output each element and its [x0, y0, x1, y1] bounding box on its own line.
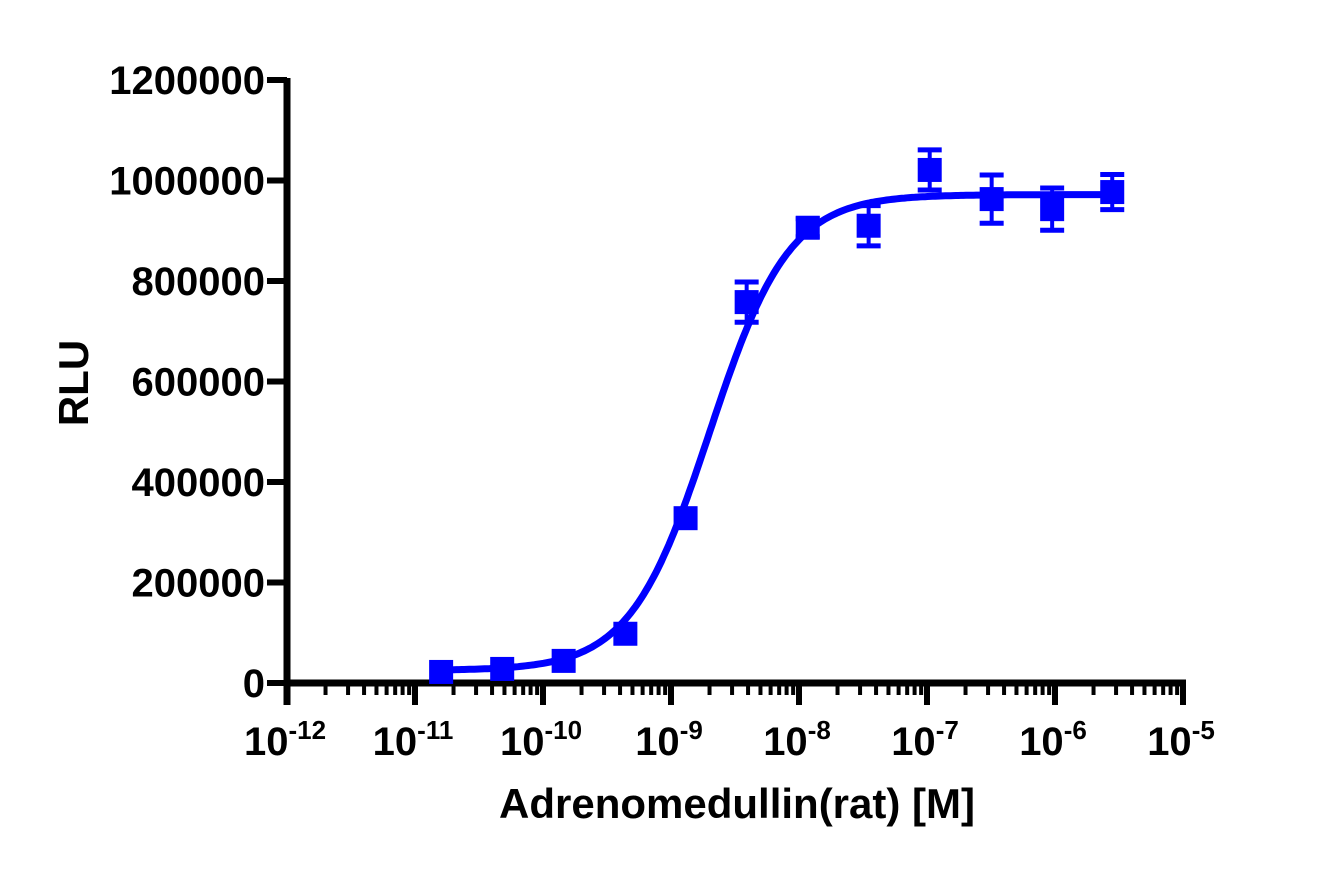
y-tick-label: 1200000: [109, 59, 265, 103]
data-point: [734, 279, 759, 325]
y-tick-label: 1000000: [109, 160, 265, 204]
data-points: [429, 147, 1125, 684]
fit-curve: [437, 191, 1116, 674]
y-tick-label: 600000: [132, 361, 265, 405]
data-point: [1100, 171, 1125, 213]
data-point: [673, 506, 698, 531]
data-point: [917, 147, 942, 193]
x-tick-label: 10-12: [244, 715, 326, 764]
data-point: [429, 659, 454, 684]
x-tick-label: 10-8: [763, 715, 831, 764]
x-tick-label: 10-10: [500, 715, 582, 764]
y-axis-title: RLU: [50, 340, 97, 426]
y-tick-label: 800000: [132, 260, 265, 304]
data-point: [490, 656, 515, 681]
axes: 0 200000 400000 600000 800000 1000000 1200000 1…: [109, 59, 1215, 764]
data-point: [979, 172, 1004, 226]
data-point: [856, 203, 881, 249]
x-tick-label: 10-11: [373, 715, 454, 764]
x-tick-label: 10-7: [891, 715, 959, 764]
data-point: [551, 648, 576, 673]
x-tick-label: 10-6: [1019, 715, 1087, 764]
y-tick-label: 0: [243, 662, 265, 706]
x-tick-label: 10-5: [1147, 715, 1215, 764]
data-point: [613, 621, 638, 646]
x-axis-title: Adrenomedullin(rat) [M]: [499, 780, 975, 827]
data-point: [1040, 185, 1065, 233]
data-point: [795, 215, 820, 240]
y-tick-label: 400000: [132, 461, 265, 505]
x-tick-label: 10-9: [635, 715, 703, 764]
y-tick-label: 200000: [132, 562, 265, 606]
